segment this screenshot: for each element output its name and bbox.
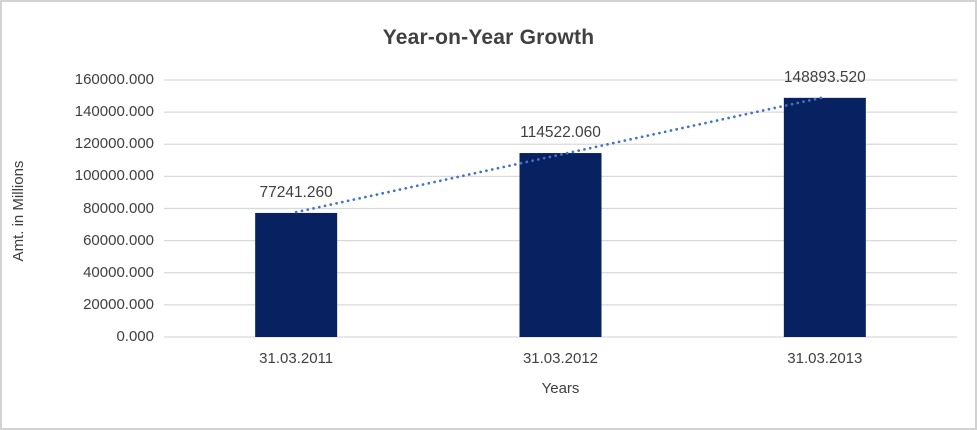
x-tick-label: 31.03.2013: [787, 350, 863, 367]
bar-data-label: 114522.060: [520, 124, 601, 142]
x-tick-label: 31.03.2011: [259, 350, 334, 367]
bar-31.03.2013[interactable]: [783, 97, 866, 337]
chart-title: Year-on-Year Growth: [382, 26, 595, 49]
y-tick-label: 80000.000: [83, 199, 154, 217]
bar-data-label: 77241.260: [259, 183, 333, 201]
y-tick-label: 100000.000: [74, 167, 154, 185]
bar-31.03.2011[interactable]: [255, 212, 338, 337]
y-tick-label: 0.000: [116, 328, 154, 345]
y-tick-label: 120000.000: [74, 135, 154, 153]
bar-data-label: 148893.520: [783, 68, 866, 86]
y-tick-label: 140000.000: [74, 103, 154, 121]
y-tick-label: 40000.000: [83, 263, 154, 281]
y-tick-label: 20000.000: [83, 295, 154, 313]
x-tick-label: 31.03.2012: [522, 350, 599, 367]
y-tick-label: 160000.000: [74, 71, 154, 88]
y-tick-label: 60000.000: [83, 231, 154, 249]
trendline[interactable]: [294, 95, 827, 214]
x-axis-title: Years: [541, 380, 580, 397]
bar-31.03.2012[interactable]: [519, 153, 602, 337]
